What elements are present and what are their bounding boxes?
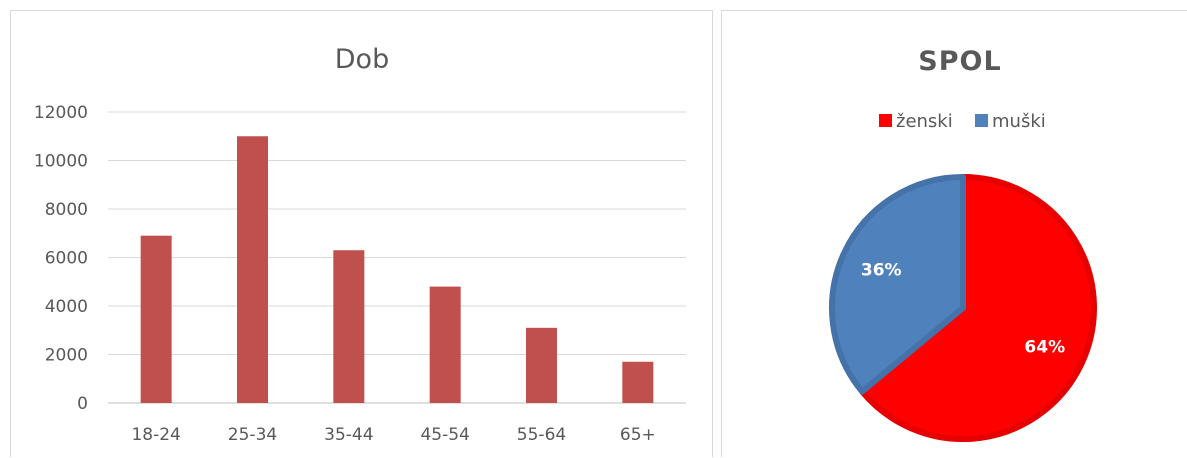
bar-18-24 — [140, 235, 172, 403]
y-tick-label: 12000 — [34, 103, 88, 123]
pie-chart-title: SPOL — [918, 46, 1001, 77]
slice-percent-label: 64% — [1024, 337, 1065, 357]
gender-pie-chart: SPOL ženski muški 64% 36% — [829, 46, 1097, 442]
pie-slice-ženski — [859, 174, 1097, 442]
age-bar-chart: Dob 0 2000 4000 6000 8000 10000 12000 18-24 25-34… — [34, 44, 686, 445]
x-tick-label: 25-34 — [228, 425, 277, 445]
slice-percent-label: 36% — [861, 261, 902, 281]
y-tick-label: 8000 — [45, 200, 88, 220]
y-tick-label: 0 — [77, 394, 88, 414]
y-tick-label: 4000 — [45, 297, 88, 317]
bar-chart-title: Dob — [335, 44, 389, 75]
legend-swatch — [975, 114, 988, 127]
legend-swatch — [879, 114, 892, 127]
bar-35-44 — [333, 250, 365, 403]
y-tick-label: 10000 — [34, 152, 88, 172]
legend-label: muški — [992, 111, 1046, 132]
pie-slice-muški — [829, 174, 966, 395]
x-tick-label: 35-44 — [324, 425, 373, 445]
x-tick-label: 65+ — [620, 425, 656, 445]
y-tick-label: 6000 — [45, 249, 88, 269]
x-tick-label: 45-54 — [420, 425, 469, 445]
bar-65+ — [622, 361, 654, 403]
gender-chart-panel: SPOL ženski muški 64% 36% — [721, 10, 1187, 457]
legend-label: ženski — [896, 111, 953, 132]
bar-45-54 — [429, 286, 461, 403]
x-tick-label: 18-24 — [131, 425, 180, 445]
y-tick-label: 2000 — [45, 346, 88, 366]
x-tick-label: 55-64 — [517, 425, 566, 445]
age-chart-panel: Dob 0 2000 4000 6000 8000 10000 12000 18-24 25-34… — [10, 10, 713, 457]
bar-55-64 — [526, 327, 557, 403]
bar-25-34 — [237, 136, 268, 403]
